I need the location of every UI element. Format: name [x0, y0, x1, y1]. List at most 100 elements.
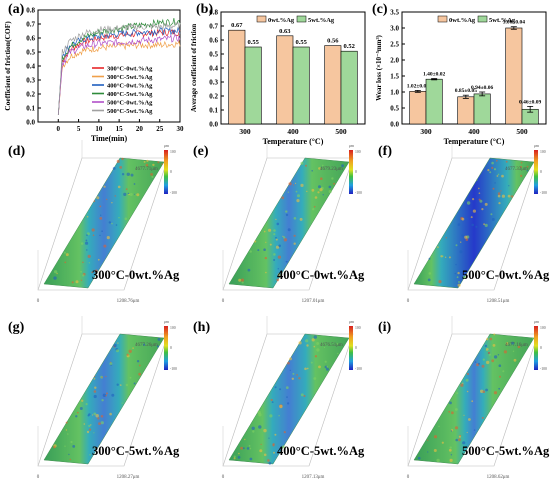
surface-texture	[520, 174, 523, 177]
surface-texture	[94, 447, 97, 449]
surface-texture	[75, 415, 78, 418]
surface-texture	[94, 375, 96, 378]
surface-texture	[492, 344, 496, 347]
box-frame	[37, 140, 83, 290]
surface-texture	[93, 412, 97, 416]
surface-texture	[319, 188, 323, 192]
colorbar-unit: μm	[534, 144, 539, 148]
surface-texture	[292, 372, 295, 375]
surface-texture	[150, 173, 154, 176]
colorbar-mid: 0	[540, 346, 542, 350]
y-tick-label: 2.0	[390, 57, 399, 65]
surface-texture	[130, 173, 134, 177]
surface-texture	[273, 229, 276, 232]
axis-origin-label: 0	[407, 299, 410, 304]
surface-texture	[53, 446, 56, 449]
surface-texture	[99, 234, 101, 237]
surface-texture	[494, 182, 496, 184]
surface-texture	[526, 165, 529, 168]
data-label: 0.94±0.06	[471, 85, 494, 91]
colorbar-bottom: -100	[355, 367, 362, 371]
legend-label: 400°C-5wt.%Ag	[107, 91, 153, 98]
surface-texture	[287, 361, 290, 365]
surface-texture	[96, 196, 100, 200]
y-tick-label: 0.5	[390, 105, 399, 113]
surface-texture	[437, 246, 439, 249]
surface-texture	[493, 391, 498, 395]
surface-texture	[499, 375, 501, 378]
surface-texture	[448, 256, 451, 259]
surface-texture	[470, 216, 473, 219]
surface-texture	[252, 430, 255, 433]
surface-texture	[283, 238, 288, 242]
surface-texture	[312, 208, 315, 211]
legend-label: 0wt.%Ag	[449, 17, 476, 24]
data-label: 0.55	[295, 39, 307, 46]
surface-texture	[274, 386, 277, 389]
surface-texture	[492, 187, 495, 190]
surface-texture	[287, 191, 290, 193]
surface-texture	[267, 459, 270, 462]
surface-texture	[103, 244, 107, 248]
surface-texture	[119, 384, 122, 386]
surface-texture	[482, 390, 486, 393]
surface-texture	[455, 408, 458, 411]
colorbar-unit: μm	[534, 320, 539, 324]
sample-label-d: 300°C-0wt.%Ag	[92, 268, 180, 282]
surface-texture	[99, 217, 103, 220]
x-tick-label: 5	[77, 125, 81, 133]
y-axis-label: Average coefficient of friction	[190, 24, 198, 112]
surface-texture	[297, 194, 300, 198]
surface-texture	[125, 383, 129, 387]
surface-texture	[336, 342, 339, 345]
avg-cof-bar-chart: 0.0 0.1 0.2 0.3 0.4 0.5 0.6 0.7 0.8 300 0.67 0.55 40…	[190, 9, 366, 146]
surface-texture	[311, 188, 315, 192]
panel-letter-h: (h)	[193, 320, 211, 335]
surface-texture	[449, 401, 452, 405]
surface-texture	[463, 414, 465, 416]
surface-texture	[478, 192, 481, 194]
surface-texture	[116, 349, 119, 353]
surface-texture	[318, 365, 321, 369]
surface-texture	[476, 179, 478, 181]
surface-texture	[485, 388, 488, 392]
panel-letter-c: (c)	[372, 2, 388, 17]
surface-texture	[102, 393, 107, 397]
surface-texture	[275, 238, 278, 241]
bar	[244, 46, 262, 125]
bar	[324, 45, 342, 125]
surface-texture	[249, 250, 252, 253]
surface-texture	[457, 223, 461, 226]
axis-origin-label: 0	[37, 299, 40, 304]
surface-texture	[450, 430, 453, 432]
surface-texture	[133, 183, 136, 185]
surface-texture	[277, 268, 279, 270]
surface-texture	[106, 236, 110, 240]
surface-texture	[79, 407, 83, 410]
surface-texture	[81, 399, 84, 402]
bar	[340, 50, 358, 125]
surface-texture	[89, 454, 91, 456]
surface-texture	[92, 234, 95, 237]
surface-texture	[111, 222, 113, 225]
surface-texture	[293, 234, 296, 237]
surface-texture	[277, 255, 281, 259]
surface-texture	[65, 253, 69, 257]
surface-texture	[314, 355, 318, 358]
surface-texture	[112, 167, 116, 170]
surface-texture	[268, 461, 272, 465]
surface-texture	[322, 164, 324, 167]
surface-texture	[505, 160, 508, 163]
surface-texture	[287, 228, 291, 232]
y-tick-label: 3.5	[390, 9, 399, 17]
surface-texture	[498, 387, 501, 390]
surface-texture	[484, 223, 488, 227]
surface-texture	[285, 210, 288, 213]
surface-texture	[152, 163, 155, 167]
surface-texture	[328, 189, 332, 194]
surface-texture	[316, 342, 320, 345]
surface-texture	[520, 165, 523, 168]
x-tick-label: 400	[287, 127, 299, 136]
surface-texture	[65, 429, 68, 431]
surface-texture	[324, 360, 327, 363]
